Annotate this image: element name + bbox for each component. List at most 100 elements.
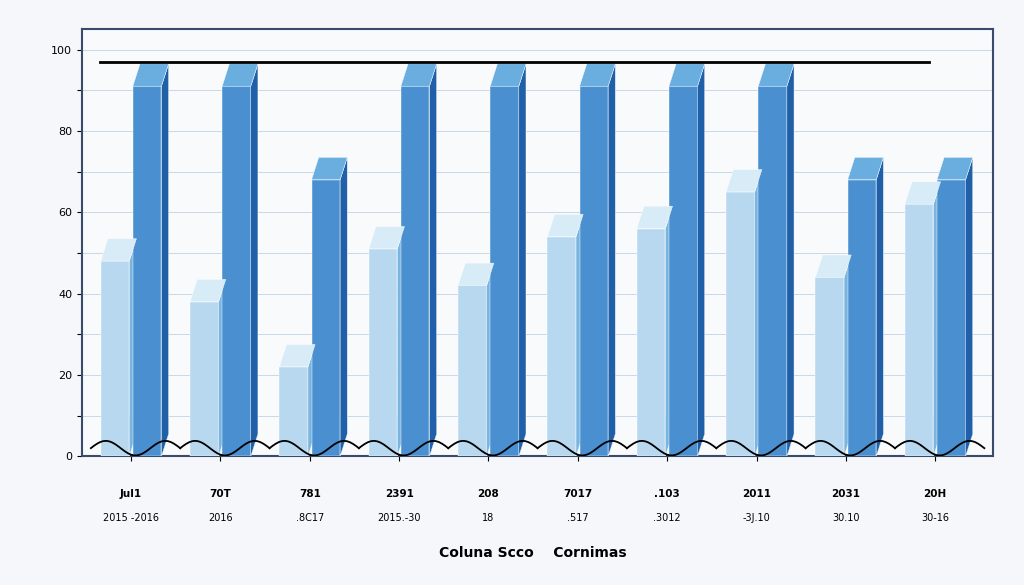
Polygon shape [190,438,218,456]
Polygon shape [697,415,705,456]
Polygon shape [844,415,851,456]
Polygon shape [311,438,340,456]
Polygon shape [697,64,705,456]
Polygon shape [308,415,315,456]
Polygon shape [340,415,347,456]
Text: .517: .517 [567,513,589,523]
Polygon shape [666,415,673,456]
Polygon shape [666,206,673,456]
Polygon shape [100,438,129,456]
Text: 2011: 2011 [742,489,771,499]
Polygon shape [340,157,347,456]
Polygon shape [759,86,786,456]
Polygon shape [966,415,973,456]
Polygon shape [308,345,315,456]
Polygon shape [937,180,966,456]
Polygon shape [400,415,436,438]
Polygon shape [726,192,755,456]
Polygon shape [190,415,225,438]
Polygon shape [848,438,877,456]
Polygon shape [369,226,404,249]
Polygon shape [580,86,608,456]
Text: .3012: .3012 [653,513,681,523]
Polygon shape [577,415,583,456]
Polygon shape [400,64,436,86]
Polygon shape [937,157,973,180]
Text: .8C17: .8C17 [296,513,324,523]
Polygon shape [397,226,404,456]
Polygon shape [458,438,486,456]
Polygon shape [848,180,877,456]
Polygon shape [400,86,429,456]
Polygon shape [608,415,615,456]
Polygon shape [369,415,404,438]
Text: Coluna Scco    Cornimas: Coluna Scco Cornimas [439,546,627,560]
Polygon shape [726,415,762,438]
Polygon shape [311,157,347,180]
Text: 208: 208 [477,489,500,499]
Polygon shape [580,64,615,86]
Polygon shape [251,415,258,456]
Text: 2015 -2016: 2015 -2016 [103,513,159,523]
Polygon shape [937,438,966,456]
Polygon shape [848,157,884,180]
Polygon shape [548,438,577,456]
Text: 20H: 20H [924,489,947,499]
Text: .103: .103 [654,489,680,499]
Polygon shape [490,415,526,438]
Polygon shape [844,255,851,456]
Polygon shape [548,237,577,456]
Polygon shape [190,280,225,302]
Polygon shape [397,415,404,456]
Polygon shape [369,249,397,456]
Text: Jul1: Jul1 [120,489,142,499]
Polygon shape [133,86,162,456]
Polygon shape [577,214,583,456]
Polygon shape [218,280,225,456]
Polygon shape [162,64,169,456]
Text: -3J.10: -3J.10 [742,513,770,523]
Polygon shape [133,438,162,456]
Polygon shape [280,345,315,367]
Polygon shape [786,415,794,456]
Polygon shape [815,277,844,456]
Polygon shape [519,64,526,456]
Polygon shape [937,415,973,438]
Text: 30-16: 30-16 [922,513,949,523]
Polygon shape [669,64,705,86]
Polygon shape [129,239,136,456]
Polygon shape [669,438,697,456]
Text: 70T: 70T [210,489,231,499]
Polygon shape [755,170,762,456]
Polygon shape [726,438,755,456]
Polygon shape [637,206,673,229]
Polygon shape [280,438,308,456]
Polygon shape [280,415,315,438]
Polygon shape [759,438,786,456]
Text: 2016: 2016 [208,513,232,523]
Polygon shape [905,415,941,438]
Polygon shape [877,415,884,456]
Polygon shape [133,415,169,438]
Polygon shape [222,438,251,456]
Polygon shape [222,415,258,438]
Polygon shape [580,415,615,438]
Polygon shape [966,157,973,456]
Polygon shape [934,415,941,456]
Polygon shape [519,415,526,456]
Text: 2031: 2031 [831,489,860,499]
Text: 7017: 7017 [563,489,593,499]
Polygon shape [162,415,169,456]
Polygon shape [369,438,397,456]
Polygon shape [458,285,486,456]
Polygon shape [222,64,258,86]
Polygon shape [815,255,851,277]
Polygon shape [280,367,308,456]
Polygon shape [400,438,429,456]
Text: 2391: 2391 [385,489,414,499]
Polygon shape [637,438,666,456]
Polygon shape [100,239,136,261]
Polygon shape [458,263,494,285]
Text: 30.10: 30.10 [833,513,859,523]
Polygon shape [637,229,666,456]
